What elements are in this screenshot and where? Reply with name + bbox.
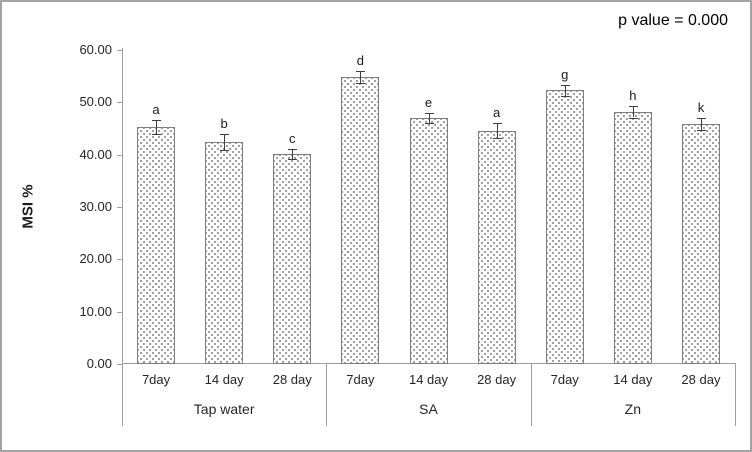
category-label: 14 day: [204, 372, 244, 387]
significance-letter: h: [629, 87, 637, 103]
group-label: Zn: [624, 401, 641, 417]
y-tick-label: 30.00: [79, 199, 112, 214]
category-label: 14 day: [613, 372, 653, 387]
error-bar-bottom-cap: [696, 130, 706, 132]
error-bar-top-cap: [288, 148, 298, 150]
bar: [409, 118, 448, 364]
error-bar-bottom-cap: [220, 150, 230, 152]
y-tick-mark: [117, 50, 122, 51]
category-label: 7day: [550, 372, 579, 387]
error-bar-top-cap: [356, 71, 366, 73]
error-bar-top-cap: [152, 120, 162, 122]
category-label: 28 day: [681, 372, 721, 387]
significance-letter: b: [220, 115, 228, 131]
significance-letter: c: [289, 130, 296, 146]
significance-letter: d: [356, 53, 364, 69]
group-label: Tap water: [193, 401, 255, 417]
error-bar: [632, 105, 634, 118]
category-label: 28 day: [272, 372, 312, 387]
y-tick-mark: [117, 364, 122, 365]
significance-letter: g: [561, 67, 569, 83]
axis-group-separator: [530, 364, 532, 426]
axis-group-separator: [122, 364, 123, 426]
group-label: SA: [419, 401, 438, 417]
bar: [613, 111, 652, 364]
category-label: 28 day: [477, 372, 517, 387]
error-bar-top-cap: [220, 133, 230, 135]
category-label: 14 day: [408, 372, 449, 387]
bar: [341, 77, 380, 364]
bar: [273, 154, 312, 364]
error-bar: [564, 85, 566, 96]
error-bar: [292, 148, 294, 160]
error-bar-bottom-cap: [628, 117, 638, 119]
error-bar-bottom-cap: [560, 95, 570, 97]
error-bar-bottom-cap: [424, 122, 434, 124]
error-bar: [428, 113, 430, 123]
error-bar-bottom-cap: [492, 137, 502, 139]
axis-group-separator: [326, 364, 328, 426]
y-tick-mark: [117, 154, 122, 156]
significance-letter: k: [697, 99, 705, 115]
error-bar-bottom-cap: [288, 159, 298, 161]
y-tick-label: 20.00: [79, 251, 112, 267]
bar: [205, 142, 244, 364]
y-tick-label: 10.00: [79, 303, 112, 319]
error-bar: [700, 117, 702, 131]
axis-group-separator: [735, 364, 736, 426]
y-axis-line: [122, 48, 123, 364]
error-bar-top-cap: [560, 85, 570, 87]
y-tick-label: 0.00: [86, 356, 112, 371]
category-label: 7day: [141, 372, 171, 387]
y-tick-label: 60.00: [79, 42, 112, 57]
error-bar: [156, 120, 158, 134]
error-bar-top-cap: [424, 113, 434, 115]
error-bar: [224, 133, 226, 151]
y-tick-label: 50.00: [79, 94, 112, 110]
category-label: 7day: [346, 372, 375, 387]
significance-letter: a: [492, 105, 501, 121]
y-tick-mark: [117, 102, 122, 104]
error-bar: [360, 71, 362, 83]
error-bar-bottom-cap: [152, 133, 162, 135]
p-value-annotation: p value = 0.000: [618, 12, 728, 29]
bar: [545, 90, 584, 364]
error-bar-top-cap: [696, 117, 706, 119]
y-tick-mark: [117, 311, 122, 313]
y-tick-mark: [117, 259, 122, 261]
error-bar-bottom-cap: [356, 82, 366, 84]
bar: [137, 126, 176, 364]
y-tick-label: 40.00: [79, 146, 112, 162]
significance-letter: e: [424, 95, 433, 111]
significance-letter: a: [152, 102, 160, 118]
y-tick-mark: [117, 207, 122, 208]
error-bar-top-cap: [492, 123, 502, 125]
bar: [681, 123, 720, 364]
error-bar-top-cap: [628, 105, 638, 107]
y-axis-title: MSI %: [19, 184, 37, 229]
error-bar: [496, 123, 498, 138]
bar: [477, 130, 516, 364]
